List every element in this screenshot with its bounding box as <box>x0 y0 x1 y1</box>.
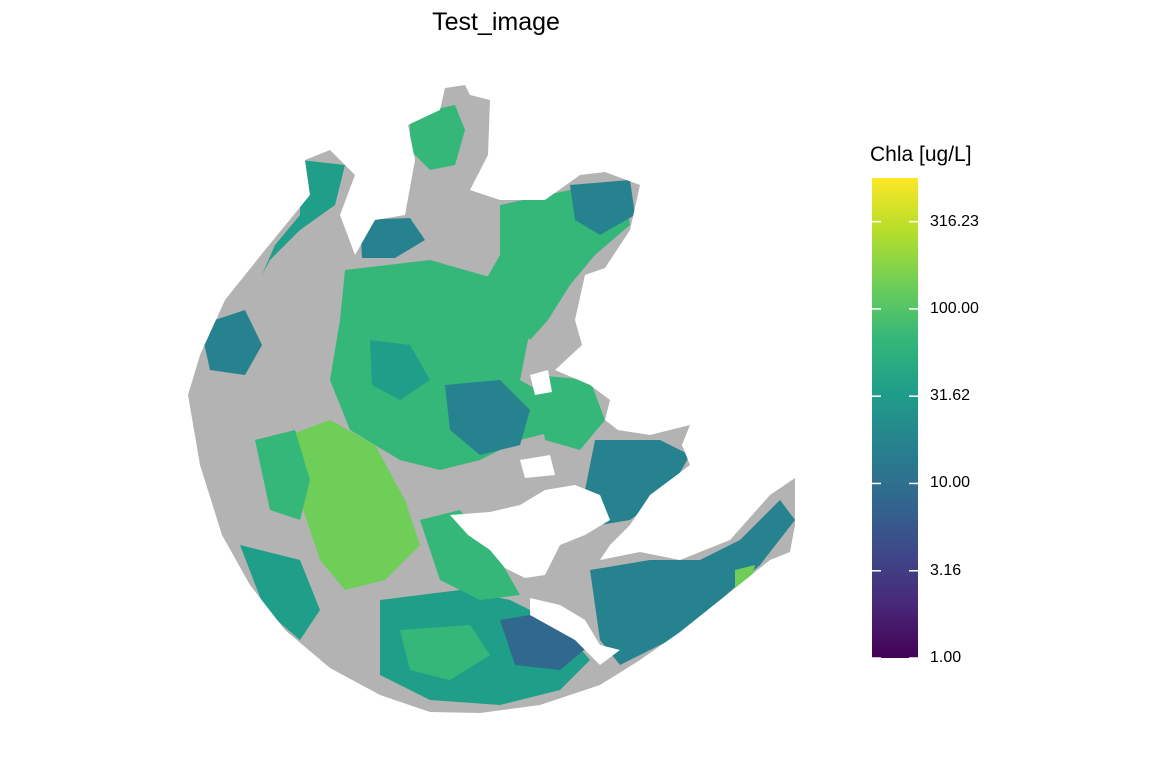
legend-title: Chla [ug/L] <box>870 143 972 166</box>
chla-region-south-west-shore <box>240 545 320 640</box>
chla-region-south-bright <box>400 625 490 680</box>
map-raster <box>188 85 795 713</box>
water-gap-south-inlet <box>530 598 620 665</box>
chla-region-southwest-bright <box>290 420 420 590</box>
chla-region-northeast-deep <box>570 180 635 235</box>
colorbar-tick-label: 316.23 <box>930 212 979 230</box>
chla-region-east-mid <box>535 375 605 450</box>
chla-region-center-deep <box>445 380 530 455</box>
chla-region-north <box>410 105 465 170</box>
colorbar-gradient <box>872 178 918 658</box>
colorbar-tick-label: 100.00 <box>930 299 979 317</box>
chla-map <box>188 85 795 713</box>
water-gap-east-notch <box>520 455 555 478</box>
colorbar-ticks <box>872 220 918 658</box>
colorbar-tick-label: 3.16 <box>930 561 962 579</box>
colorbar <box>872 178 918 658</box>
chla-region-center-west <box>370 340 430 400</box>
chla-region-north-inlet <box>360 218 425 258</box>
chla-region-east-central <box>585 440 690 525</box>
chla-region-southwest <box>255 430 310 520</box>
water-gap-south-central <box>450 485 610 578</box>
chla-region-west-bay <box>200 310 262 375</box>
open-water-gaps <box>450 370 620 665</box>
colorbar-tick-label: 10.00 <box>930 474 971 492</box>
colorbar-tick-label: 31.62 <box>930 387 971 405</box>
water-gap-mid-east <box>530 370 552 395</box>
chla-region-southeast <box>590 500 795 665</box>
chla-region-mid-south <box>420 510 520 600</box>
colorbar-tick-label: 1.00 <box>930 649 962 666</box>
plot-title: Test_image <box>432 8 560 36</box>
chla-region-northwest <box>262 160 345 275</box>
